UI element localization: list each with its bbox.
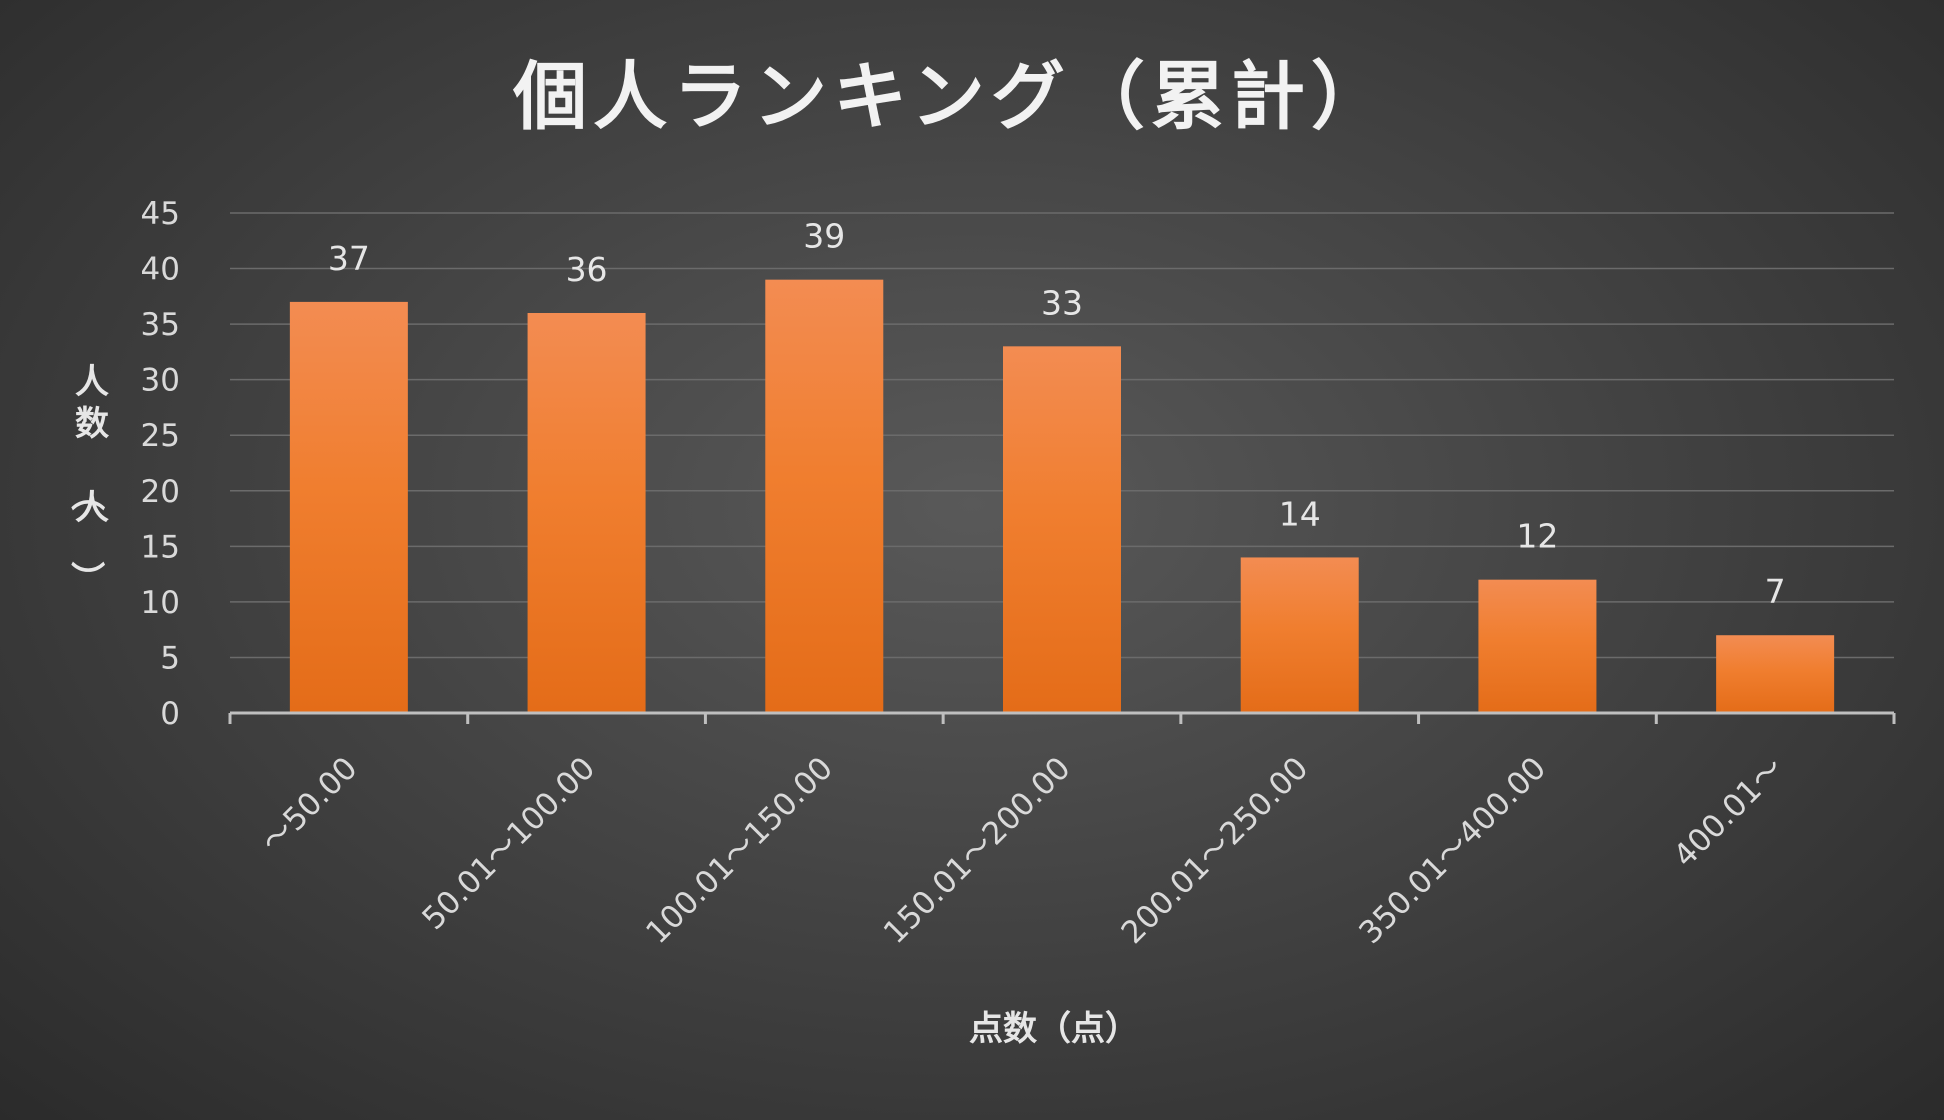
- y-tick-label: 10: [141, 585, 180, 621]
- data-label: 36: [566, 250, 608, 289]
- data-label: 37: [328, 239, 370, 278]
- x-tick-label: 350.01～400.00: [1352, 750, 1553, 951]
- data-label: 14: [1279, 494, 1321, 533]
- bar: [527, 313, 646, 713]
- chart-title: 個人ランキング（累計）: [512, 54, 1391, 140]
- x-tick-label: ～50.00: [254, 750, 364, 860]
- x-axis-categories: ～50.00 50.01～100.00 100.01～150.00 150.01～20…: [254, 750, 1790, 951]
- x-tick-label: 400.01～: [1667, 750, 1791, 874]
- x-tick-label: 50.01～100.00: [415, 750, 602, 937]
- data-label: 7: [1765, 572, 1786, 611]
- x-tick-label: 100.01～150.00: [639, 750, 840, 951]
- data-label: 12: [1516, 517, 1558, 556]
- y-tick-label: 40: [141, 252, 180, 288]
- y-axis-ticks: 0 5 10 15 20 25 30 35 40 45: [141, 196, 180, 732]
- x-tick-label: 200.01～250.00: [1115, 750, 1316, 951]
- y-tick-label: 35: [141, 307, 180, 343]
- bar: [1478, 579, 1597, 713]
- data-label: 39: [803, 217, 845, 256]
- bar: [1003, 346, 1121, 713]
- y-tick-label: 45: [141, 196, 180, 232]
- y-tick-label: 30: [141, 363, 180, 399]
- y-tick-label: 15: [141, 529, 180, 565]
- y-tick-label: 0: [160, 696, 180, 732]
- x-axis: [228, 711, 1896, 724]
- data-labels: 37 36 39 33 14 12 7: [328, 217, 1786, 612]
- x-tick-label: 150.01～200.00: [877, 750, 1078, 951]
- y-tick-label: 5: [160, 640, 180, 676]
- bars: [289, 279, 1835, 713]
- y-tick-label: 20: [141, 474, 180, 510]
- x-axis-title: 点数（点）: [969, 1009, 1139, 1049]
- bar: [765, 279, 884, 713]
- data-label: 33: [1041, 283, 1083, 322]
- bar: [1716, 635, 1835, 713]
- bar: [1240, 557, 1359, 713]
- y-tick-label: 25: [141, 418, 180, 454]
- bar: [289, 301, 408, 713]
- y-axis-title: 人数（人）: [66, 362, 109, 595]
